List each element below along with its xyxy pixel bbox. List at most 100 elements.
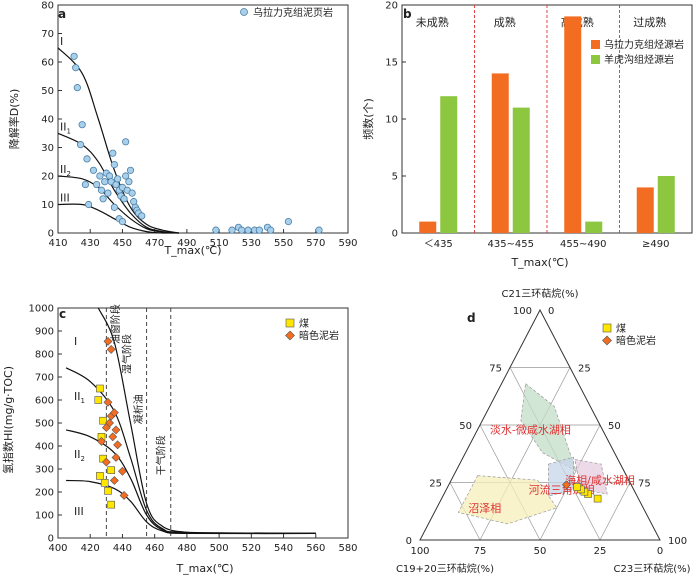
stage-label: 凝析油 [132,394,145,424]
panel-b-y-label: 频数(个) [361,98,375,140]
y-tick-label: 0 [48,229,54,240]
y-tick-label: 40 [41,115,54,126]
x-tick-label: 540 [274,543,293,554]
x-tick-label: 470 [145,238,164,249]
right-axis-tick: 50 [608,421,621,432]
x-tick-label: 510 [210,238,229,249]
y-tick-label: 100 [35,511,54,522]
data-point-mudstone [118,466,127,476]
legend-marker-shale [240,8,248,16]
y-tick-label: 60 [41,58,54,69]
panel-d-left-title: C19+20三环萜烷(%) [396,562,494,575]
y-tick-label: 80 [41,1,54,12]
panel-c-plot: 400 420 440 460 480 500 520 540 560 580 0 100 200 300… [29,304,358,555]
bar [491,73,509,234]
grid-line [599,482,631,541]
panel-a-y-label: 降解率D(%) [7,89,21,150]
data-point [109,149,117,157]
x-tick-label: 400 [48,543,67,554]
y-tick-label: 5 [392,172,398,183]
x-tick-label: 420 [81,543,100,554]
y-tick-label: 20 [41,172,54,183]
right-axis-tick: 0 [548,306,554,317]
legend-label-yanghugou: 羊虎沟组烃源岩 [604,53,674,66]
data-point [120,195,128,203]
y-tick-label: 700 [35,373,54,384]
category-label: ＜435 [424,239,453,250]
data-point-coal [107,466,115,474]
data-point [244,226,252,234]
panel-b: b 频数(个) T_max(℃) 0 5 10 15 20 ＜435 未成熟 435~455 成… [361,1,693,269]
x-tick-label: 550 [274,238,293,249]
y-tick-label: 0 [392,229,398,240]
y-tick-label: 200 [35,488,54,499]
y-tick-label: 800 [35,350,54,361]
type-curve [65,367,316,534]
data-point [238,226,246,234]
zone-label: II2 [74,448,85,463]
data-point [267,226,275,234]
curve-label: II2 [60,163,71,178]
stage-label: 未成熟 [416,15,449,29]
curve-label: III [60,192,70,205]
data-point [76,141,85,149]
x-tick-label: 430 [81,238,100,249]
category-label: 455~490 [560,239,607,250]
legend-marker-coal-d [602,323,612,333]
x-tick-label: 570 [306,238,325,249]
bar [636,187,654,233]
stage-label: 干气阶段 [154,435,167,475]
facies-region [574,459,608,495]
x-tick-label: 520 [242,543,261,554]
facies-label: 沼泽相 [468,501,501,515]
y-tick-label: 20 [385,1,398,12]
data-point [89,166,98,174]
data-point [126,166,135,174]
data-point [93,180,101,189]
x-tick-label: 450 [113,238,132,249]
top-axis-tick: 0 [406,536,412,547]
legend-label-mudstone-d: 暗色泥岩 [616,334,656,347]
data-point-coal [96,384,104,393]
y-tick-label: 400 [35,442,54,453]
facies-label: 海相/咸水湖相 [565,473,635,487]
data-point-mudstone [111,453,121,462]
bar [419,221,437,233]
data-point-mudstone [101,423,111,433]
data-point [284,218,292,226]
bar [657,176,675,233]
panel-a: a 降解率D(%) T_max(℃) 410 430 450 470 490 510 530… [7,1,358,258]
right-axis-tick: 100 [668,536,687,547]
stage-label: 过成熟 [633,15,666,29]
curve-label: I [60,35,63,48]
top-axis-tick: 25 [429,479,442,490]
y-tick-label: 300 [35,465,54,476]
data-point [114,175,122,183]
data-point-coal [104,487,112,495]
facies-label: 淡水-微咸水湖相 [490,423,571,437]
panel-d-plot: 0 0 0 25 25 25 50 50 50 75 75 75 100 100 100 淡水-微咸水湖相海相… [406,306,687,557]
data-point-mudstone [108,432,118,442]
bottom-axis-tick: 0 [657,546,663,557]
x-tick-label: 530 [242,238,261,249]
panel-c-legend: 煤 暗色泥岩 [285,317,339,342]
type-curve [66,479,316,535]
data-point [85,200,93,209]
data-point-mudstone [113,440,123,450]
legend-marker-coal [285,318,295,328]
x-tick-label: 410 [48,238,67,249]
data-point-mudstone [103,397,113,407]
panel-b-letter: b [403,7,412,21]
stage-label: 成熟 [494,15,516,29]
data-point-mudstone [97,436,106,446]
facies-region [457,475,558,525]
data-point [70,52,78,60]
facies-region [520,382,577,472]
panel-d-top-title: C21三环萜烷(%) [501,287,578,300]
data-point-coal [94,396,103,404]
panel-a-plot: 410 430 450 470 490 510 530 550 570 590 0 10 20 30 40 5… [41,1,357,250]
data-point-mudstone [109,408,119,418]
panel-d-letter: d [467,311,476,325]
panel-d-legend: 煤 暗色泥岩 [602,322,656,347]
